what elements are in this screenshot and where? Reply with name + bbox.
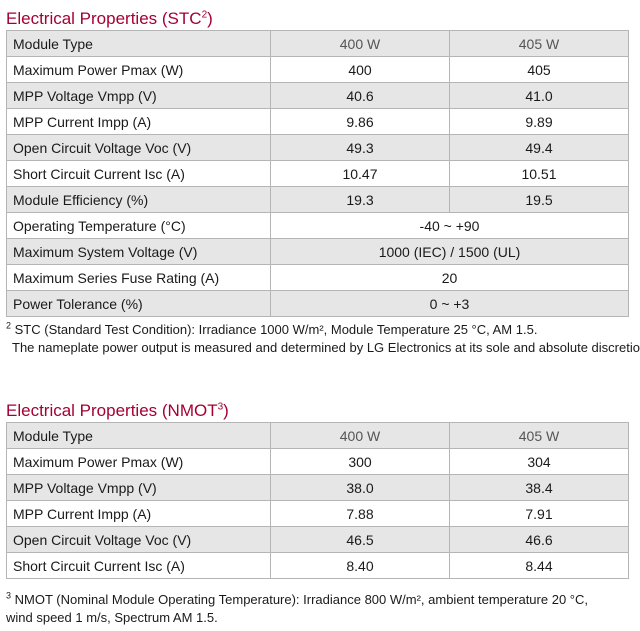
row-value-405w: 7.91	[449, 500, 629, 527]
table-row: Short Circuit Current Isc (A) 10.47 10.5…	[6, 160, 629, 187]
row-value-400w: 19.3	[270, 186, 450, 213]
stc-section: Electrical Properties (STC2) Module Type…	[6, 8, 629, 317]
nmot-footnote-line-2: wind speed 1 m/s, Spectrum AM 1.5.	[6, 610, 218, 625]
row-value-shared: 0 ~ +3	[270, 290, 629, 317]
row-label: Maximum Power Pmax (W)	[6, 448, 271, 475]
row-label: Open Circuit Voltage Voc (V)	[6, 526, 271, 553]
row-label: Maximum System Voltage (V)	[6, 238, 271, 265]
row-value-400w: 46.5	[270, 526, 450, 553]
row-value-405w: 49.4	[449, 134, 629, 161]
table-row-merged: Power Tolerance (%) 0 ~ +3	[6, 290, 629, 317]
table-row: Maximum Power Pmax (W) 400 405	[6, 56, 629, 83]
row-label: Operating Temperature (°C)	[6, 212, 271, 239]
row-value-400w: 8.40	[270, 552, 450, 579]
row-value-400w: 7.88	[270, 500, 450, 527]
table-row: MPP Voltage Vmpp (V) 40.6 41.0	[6, 82, 629, 109]
header-col-400w: 400 W	[270, 422, 450, 449]
row-label: MPP Current Impp (A)	[6, 108, 271, 135]
row-value-400w: 40.6	[270, 82, 450, 109]
row-value-405w: 9.89	[449, 108, 629, 135]
table-row: Maximum Power Pmax (W) 300 304	[6, 448, 629, 475]
table-row-merged: Maximum System Voltage (V) 1000 (IEC) / …	[6, 238, 629, 265]
row-label: MPP Current Impp (A)	[6, 500, 271, 527]
table-header-row: Module Type 400 W 405 W	[6, 30, 629, 57]
row-value-400w: 9.86	[270, 108, 450, 135]
row-value-400w: 38.0	[270, 474, 450, 501]
row-value-400w: 10.47	[270, 160, 450, 187]
nmot-section: Electrical Properties (NMOT3) Module Typ…	[6, 400, 629, 579]
table-row: Open Circuit Voltage Voc (V) 46.5 46.6	[6, 526, 629, 553]
nmot-footnote-line-1: 3 NMOT (Nominal Module Operating Tempera…	[6, 590, 588, 607]
header-col-405w: 405 W	[449, 30, 629, 57]
table-row-merged: Operating Temperature (°C) -40 ~ +90	[6, 212, 629, 239]
row-value-400w: 400	[270, 56, 450, 83]
nmot-title: Electrical Properties (NMOT3)	[6, 401, 229, 420]
table-header-row: Module Type 400 W 405 W	[6, 422, 629, 449]
row-value-shared: -40 ~ +90	[270, 212, 629, 239]
header-label: Module Type	[6, 422, 271, 449]
stc-footnote-line-2: The nameplate power output is measured a…	[12, 340, 640, 355]
row-value-400w: 300	[270, 448, 450, 475]
table-row: Open Circuit Voltage Voc (V) 49.3 49.4	[6, 134, 629, 161]
row-label: Maximum Series Fuse Rating (A)	[6, 264, 271, 291]
row-label: Short Circuit Current Isc (A)	[6, 552, 271, 579]
stc-footnote-line-1: 2 STC (Standard Test Condition): Irradia…	[6, 320, 538, 337]
header-label: Module Type	[6, 30, 271, 57]
table-row-merged: Maximum Series Fuse Rating (A) 20	[6, 264, 629, 291]
table-row: Module Efficiency (%) 19.3 19.5	[6, 186, 629, 213]
table-row: MPP Voltage Vmpp (V) 38.0 38.4	[6, 474, 629, 501]
row-value-shared: 1000 (IEC) / 1500 (UL)	[270, 238, 629, 265]
row-value-405w: 46.6	[449, 526, 629, 553]
row-label: Module Efficiency (%)	[6, 186, 271, 213]
row-label: Open Circuit Voltage Voc (V)	[6, 134, 271, 161]
stc-title: Electrical Properties (STC2)	[6, 9, 213, 28]
header-col-400w: 400 W	[270, 30, 450, 57]
row-value-405w: 8.44	[449, 552, 629, 579]
row-value-405w: 38.4	[449, 474, 629, 501]
table-row: Short Circuit Current Isc (A) 8.40 8.44	[6, 552, 629, 579]
header-col-405w: 405 W	[449, 422, 629, 449]
row-label: Short Circuit Current Isc (A)	[6, 160, 271, 187]
row-value-405w: 304	[449, 448, 629, 475]
row-value-405w: 19.5	[449, 186, 629, 213]
nmot-table: Module Type 400 W 405 W Maximum Power Pm…	[6, 422, 629, 579]
row-label: Power Tolerance (%)	[6, 290, 271, 317]
row-value-405w: 10.51	[449, 160, 629, 187]
row-value-400w: 49.3	[270, 134, 450, 161]
row-value-405w: 405	[449, 56, 629, 83]
table-row: MPP Current Impp (A) 7.88 7.91	[6, 500, 629, 527]
row-label: Maximum Power Pmax (W)	[6, 56, 271, 83]
row-value-405w: 41.0	[449, 82, 629, 109]
row-value-shared: 20	[270, 264, 629, 291]
row-label: MPP Voltage Vmpp (V)	[6, 82, 271, 109]
stc-table: Module Type 400 W 405 W Maximum Power Pm…	[6, 30, 629, 317]
row-label: MPP Voltage Vmpp (V)	[6, 474, 271, 501]
table-row: MPP Current Impp (A) 9.86 9.89	[6, 108, 629, 135]
